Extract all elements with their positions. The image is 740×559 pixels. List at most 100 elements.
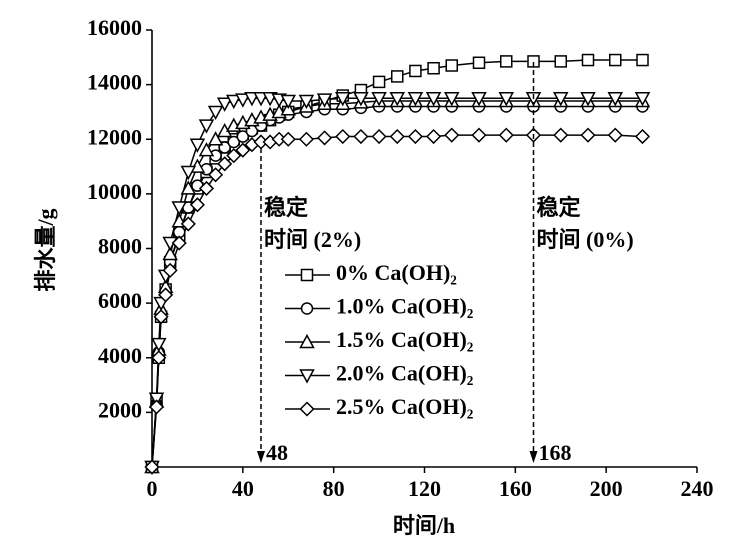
x-axis-label: 时间/h [393, 513, 455, 538]
legend-label: 2.0% Ca(OH)₂ [336, 361, 474, 386]
data-point [298, 131, 314, 147]
data-point [235, 93, 251, 108]
y-tick-label: 14000 [87, 70, 142, 95]
data-point [280, 131, 296, 147]
y-tick-label: 10000 [87, 179, 142, 204]
data-point [353, 128, 369, 145]
data-point [171, 201, 188, 216]
y-tick-label: 16000 [87, 15, 142, 40]
data-point [144, 459, 160, 475]
data-point [607, 92, 624, 107]
data-point [198, 180, 215, 196]
annotation-text: 时间 (2%) [264, 227, 361, 252]
data-point [151, 350, 167, 366]
data-point [427, 61, 440, 75]
arrow-head [257, 451, 265, 463]
data-point [189, 197, 205, 213]
legend-marker [300, 302, 314, 315]
data-point [391, 70, 404, 83]
data-point [389, 128, 405, 145]
data-point [443, 92, 460, 107]
data-point [471, 92, 487, 107]
data-point [498, 127, 514, 143]
data-point [389, 92, 406, 107]
data-point [371, 128, 387, 145]
data-point [317, 130, 333, 146]
data-point [227, 135, 240, 149]
data-point [500, 55, 513, 68]
data-point [244, 92, 260, 107]
data-point [634, 128, 651, 145]
x-tick-label: 40 [232, 476, 254, 501]
data-point [472, 56, 486, 70]
data-point [225, 94, 242, 110]
data-point [180, 165, 197, 181]
x-tick-label: 240 [681, 476, 714, 501]
data-point [471, 127, 487, 143]
legend-label: 1.0% Ca(OH)₂ [336, 294, 474, 319]
data-point [371, 92, 387, 107]
data-point [425, 92, 442, 107]
data-point [353, 92, 369, 107]
annotation-value: 48 [266, 440, 288, 465]
x-tick-label: 0 [147, 476, 158, 501]
data-point [153, 309, 169, 325]
y-axis-label: 排水量/g [33, 208, 58, 291]
data-point [162, 262, 178, 278]
data-point [335, 128, 351, 145]
data-point [208, 167, 224, 183]
data-point [498, 92, 515, 107]
x-tick-label: 80 [323, 476, 345, 501]
data-point [607, 127, 623, 143]
x-tick-label: 200 [590, 476, 623, 501]
data-point [216, 97, 233, 112]
data-point [148, 392, 165, 407]
legend-label: 0% Ca(OH)₂ [336, 260, 457, 285]
data-point [198, 142, 215, 157]
data-point [158, 287, 174, 303]
data-point [180, 180, 197, 195]
data-point [298, 94, 315, 110]
data-point [148, 399, 165, 415]
data-point [189, 138, 206, 153]
data-point [207, 105, 224, 121]
y-tick-label: 8000 [98, 234, 142, 259]
data-point [580, 127, 596, 143]
y-tick-label: 6000 [98, 288, 142, 313]
data-point [316, 93, 333, 108]
data-point [634, 92, 651, 107]
data-point [280, 94, 297, 110]
legend-label: 1.5% Ca(OH)₂ [336, 327, 474, 352]
data-point [235, 142, 251, 158]
data-point [236, 130, 250, 143]
data-point [372, 75, 386, 89]
data-point [444, 127, 460, 143]
data-point [226, 148, 242, 164]
data-point [253, 92, 269, 107]
data-point [609, 53, 622, 67]
data-point [636, 53, 649, 67]
annotation-text: 稳定 [264, 195, 308, 220]
annotation-text: 稳定 [537, 195, 581, 220]
data-point [180, 216, 196, 232]
legend-label: 2.5% Ca(OH)₂ [336, 394, 474, 419]
legend-marker [299, 401, 315, 417]
data-point [171, 235, 187, 251]
y-tick-label: 4000 [98, 343, 142, 368]
data-point [198, 119, 215, 134]
data-point [207, 131, 224, 146]
data-point [445, 59, 458, 72]
annotation-value: 168 [539, 440, 572, 465]
data-point [426, 128, 442, 145]
legend-marker [300, 268, 314, 282]
data-point [407, 128, 423, 145]
data-point [554, 55, 567, 68]
x-tick-label: 120 [408, 476, 441, 501]
arrow-head [529, 451, 538, 463]
data-point [217, 156, 233, 172]
annotation-text: 时间 (0%) [537, 227, 634, 252]
x-tick-label: 160 [499, 476, 532, 501]
data-point [407, 92, 424, 107]
data-point [151, 337, 167, 353]
